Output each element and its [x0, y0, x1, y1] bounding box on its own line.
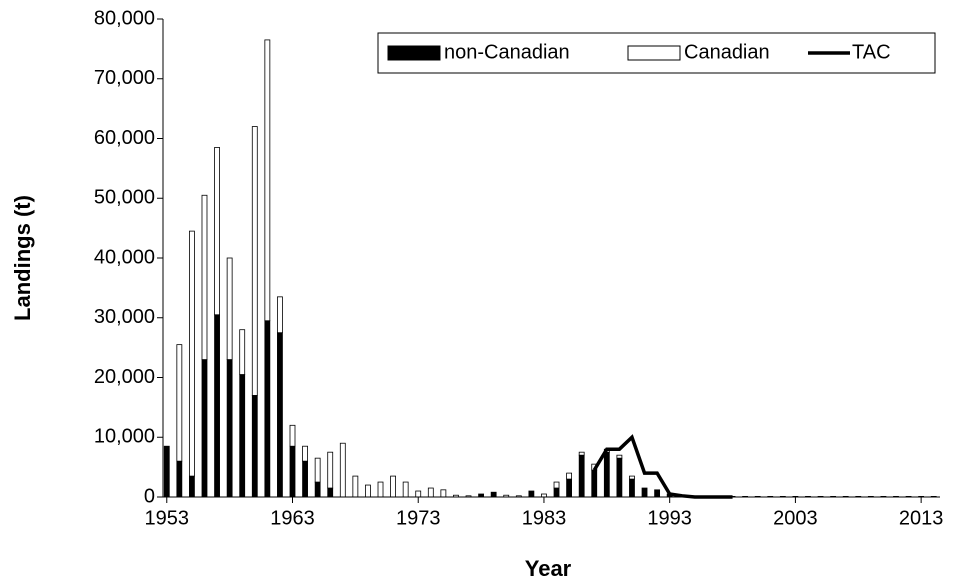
bar [289, 445, 296, 498]
x-tick-label: 1973 [396, 507, 441, 529]
legend-swatch [627, 45, 681, 61]
bar [578, 454, 585, 498]
bar [277, 296, 283, 334]
bar [251, 395, 258, 498]
bar [226, 359, 233, 498]
bar [176, 460, 183, 498]
bar [163, 445, 170, 498]
y-axis-label: Landings (t) [10, 195, 35, 321]
bar [352, 475, 359, 498]
legend-swatch [387, 45, 441, 61]
x-tick-label: 1963 [270, 507, 315, 529]
bar [201, 194, 208, 360]
bar [390, 475, 396, 498]
bar [289, 424, 296, 447]
bar [239, 329, 246, 375]
tac-line [592, 434, 733, 499]
bar [189, 475, 195, 498]
bar [578, 451, 585, 456]
bar [654, 489, 661, 498]
legend-label: non-Canadian [444, 41, 570, 63]
y-tick-label: 50,000 [94, 187, 155, 209]
bar [616, 457, 623, 498]
bar [641, 487, 648, 498]
bar [264, 39, 271, 322]
bar [327, 451, 334, 489]
bar [402, 481, 409, 498]
bar [176, 344, 183, 462]
bar [314, 481, 321, 498]
legend-label: TAC [852, 41, 891, 63]
bar [591, 469, 598, 498]
bar [490, 491, 497, 498]
bar [226, 257, 233, 360]
bar [314, 457, 321, 483]
bar [415, 490, 422, 498]
x-tick-label: 1953 [145, 507, 190, 529]
y-tick-label: 20,000 [94, 366, 155, 388]
bar [302, 460, 308, 498]
bar [327, 487, 334, 498]
bar [189, 230, 195, 477]
bar [377, 481, 384, 498]
x-tick-label: 1993 [647, 507, 692, 529]
x-tick-label: 2003 [773, 507, 818, 529]
x-tick-label: 2013 [899, 507, 944, 529]
bar [603, 451, 610, 498]
bar [277, 332, 283, 498]
bar [629, 478, 635, 498]
bar [566, 472, 573, 480]
legend-label: Canadian [684, 41, 770, 63]
x-tick-label: 1983 [522, 507, 567, 529]
bar [427, 487, 434, 498]
bar [616, 454, 623, 459]
y-tick-label: 0 [144, 485, 155, 507]
bar [365, 484, 371, 498]
bar [251, 126, 258, 396]
bar [629, 475, 635, 480]
x-axis-label: Year [525, 556, 572, 581]
y-tick-label: 60,000 [94, 127, 155, 149]
bar [440, 489, 447, 498]
y-tick-label: 70,000 [94, 67, 155, 89]
y-tick-label: 10,000 [94, 426, 155, 448]
bar [201, 359, 208, 498]
bar [239, 374, 246, 498]
bar [302, 445, 308, 462]
bar [214, 147, 220, 316]
bar [566, 478, 573, 498]
y-tick-label: 80,000 [94, 7, 155, 29]
bar [553, 487, 560, 498]
y-tick-label: 30,000 [94, 306, 155, 328]
y-tick-label: 40,000 [94, 246, 155, 268]
bar [528, 490, 535, 498]
bar [553, 481, 560, 489]
bar [339, 442, 346, 498]
bar [214, 314, 220, 498]
bar [264, 320, 271, 498]
